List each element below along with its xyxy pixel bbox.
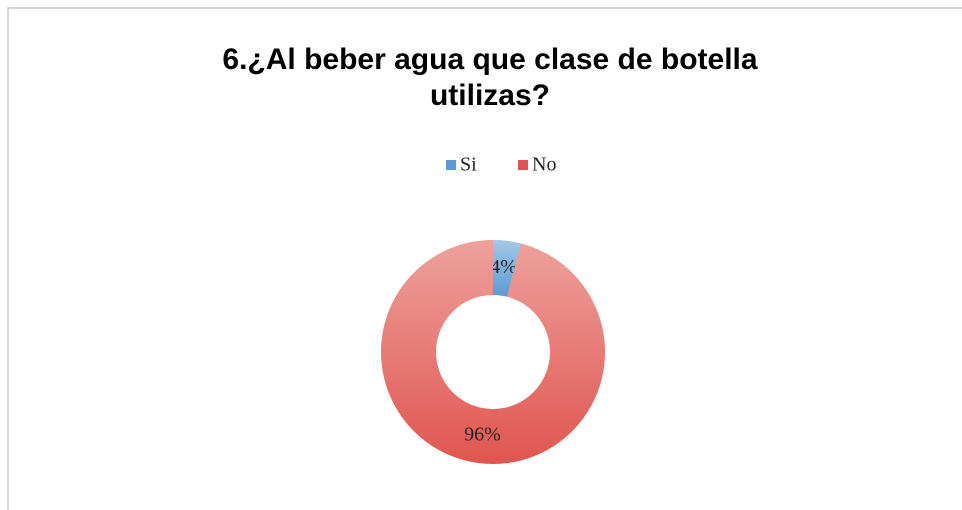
slice-shade xyxy=(381,240,605,464)
legend-swatch xyxy=(518,160,528,170)
data-label: 96% xyxy=(464,423,501,445)
data-label: 4% xyxy=(490,256,517,278)
frame xyxy=(7,7,962,510)
slice-shade xyxy=(493,240,521,297)
chart-title: 6.¿Al beber agua que clase de botella ut… xyxy=(222,43,758,112)
legend-label: No xyxy=(532,154,556,176)
legend-swatch xyxy=(446,160,456,170)
legend-label: Si xyxy=(460,154,477,176)
